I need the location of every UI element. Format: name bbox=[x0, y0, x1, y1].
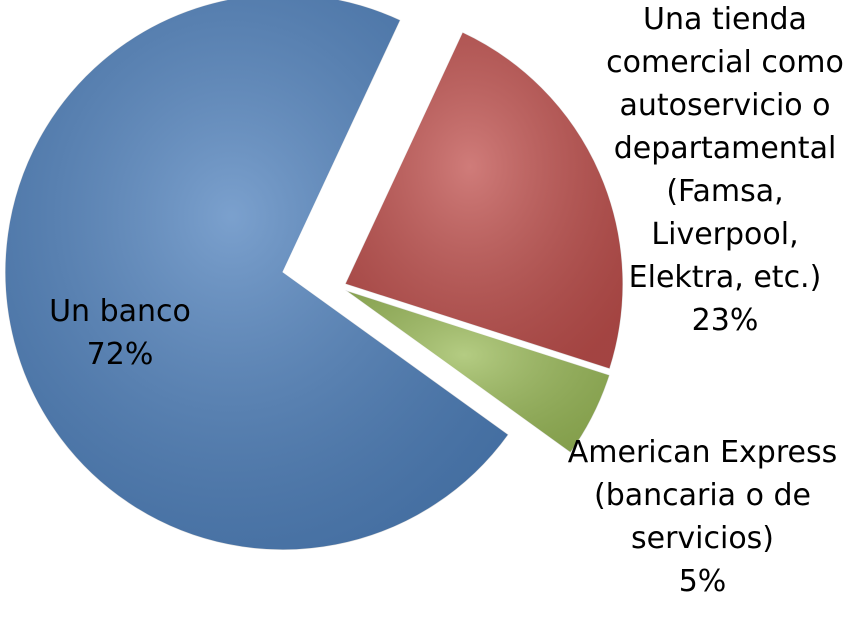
slice-label: American Express (bancaria o de servicio… bbox=[567, 435, 838, 556]
slice-value: 23% bbox=[691, 303, 759, 338]
slice-shade bbox=[345, 290, 610, 453]
slice-label: Un banco bbox=[49, 294, 191, 329]
slice-value: 72% bbox=[86, 337, 154, 372]
slice-shade bbox=[5, 0, 509, 550]
slice-label: Una tienda comercial como autoservicio o… bbox=[606, 2, 844, 295]
slice-shade bbox=[345, 32, 624, 369]
slice-value: 5% bbox=[678, 564, 727, 599]
